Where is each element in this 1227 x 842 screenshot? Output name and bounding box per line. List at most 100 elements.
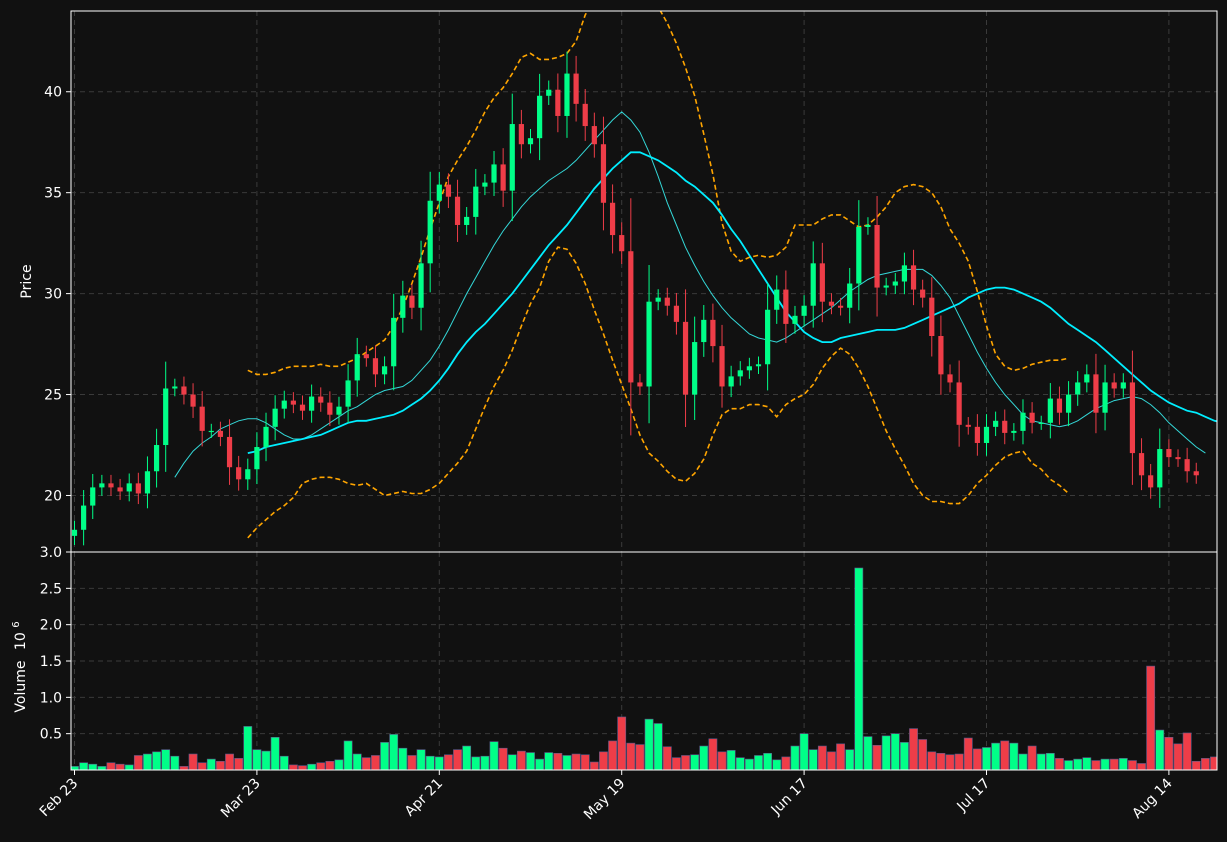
volume-bar — [1109, 758, 1119, 770]
volume-bar — [352, 753, 362, 770]
price-tick-label: 20 — [44, 488, 62, 504]
volume-bar — [1128, 760, 1137, 770]
candle-body — [299, 404, 306, 411]
volume-axis-label-text: Volume — [13, 661, 29, 713]
volume-bar — [261, 750, 271, 770]
volume-bar — [1082, 757, 1092, 770]
volume-bar — [799, 733, 809, 770]
volume-bar — [772, 759, 782, 770]
candle-body — [482, 182, 488, 187]
volume-bar — [544, 752, 554, 770]
volume-bar — [206, 758, 216, 770]
candle-body — [874, 224, 880, 288]
candle-body — [126, 483, 132, 492]
candle-body — [135, 483, 141, 494]
candle-body — [746, 366, 752, 371]
price-tick-label: 30 — [44, 287, 62, 303]
volume-bar — [991, 742, 1001, 770]
candle-body — [454, 196, 461, 225]
candle-body — [418, 263, 424, 308]
volume-bar — [972, 748, 982, 770]
candle-body — [1175, 457, 1181, 460]
candle-body — [947, 374, 953, 383]
candle-body — [190, 394, 196, 407]
candle-body — [883, 285, 889, 288]
volume-bar — [516, 750, 526, 770]
candle-body — [537, 95, 543, 139]
candle-body — [1084, 374, 1090, 383]
candle-body — [1011, 430, 1017, 433]
volume-bar — [790, 745, 800, 770]
volume-bar — [115, 763, 125, 770]
candle-body — [655, 297, 661, 302]
volume-bar — [407, 755, 417, 770]
candle-body — [199, 406, 205, 431]
volume-tick-label: 2.5 — [40, 581, 62, 597]
volume-bar — [526, 752, 535, 770]
candle-body — [1138, 453, 1145, 476]
volume-bar — [106, 762, 116, 770]
volume-bar — [681, 755, 690, 770]
volume-bar — [252, 749, 262, 770]
volume-bar — [608, 740, 617, 770]
bollinger-bands — [247, 11, 1070, 539]
candle-body — [153, 445, 160, 472]
candle-body — [847, 283, 853, 308]
volume-bar — [735, 757, 745, 770]
candle-body — [345, 380, 351, 407]
volume-bar — [88, 763, 98, 770]
candle-body — [436, 184, 442, 201]
volume-bar — [398, 747, 408, 770]
candle-body — [1075, 382, 1081, 395]
candle-body — [363, 354, 369, 359]
candle-body — [1193, 471, 1199, 476]
candle-body — [1129, 382, 1136, 454]
volume-tick-label: 1.0 — [40, 690, 62, 706]
candle-body — [108, 483, 114, 488]
candle-body — [309, 396, 315, 411]
candle-body — [755, 364, 762, 367]
candle-body — [81, 505, 87, 530]
candle-body — [591, 126, 597, 145]
candle-body — [473, 186, 479, 217]
candle-body — [318, 396, 324, 403]
volume-bar — [1018, 753, 1028, 770]
candle-body — [555, 89, 561, 116]
candle-body — [509, 124, 515, 191]
volume-y-ticks: 0.5 1.0 1.5 2.0 2.5 3.0 — [40, 545, 71, 743]
volume-bar — [507, 754, 517, 770]
volume-axis-label-power: 6 — [11, 621, 22, 627]
candle-body — [327, 402, 333, 415]
candle-body — [564, 73, 570, 116]
candle-body — [117, 487, 123, 492]
candle-body — [546, 89, 552, 96]
volume-bar — [489, 741, 499, 770]
candle-body — [217, 430, 224, 437]
candle-body — [1184, 459, 1190, 472]
candle-body — [819, 263, 825, 302]
volume-bar — [1027, 745, 1037, 770]
volume-bar — [909, 728, 918, 770]
price-y-ticks: 20 25 30 35 40 — [44, 85, 71, 504]
volume-bar — [690, 754, 700, 770]
volume-panel-frame — [70, 551, 1218, 771]
volume-bar — [982, 747, 991, 770]
candle-body — [865, 224, 871, 227]
candle-body — [801, 305, 807, 316]
volume-bar — [97, 766, 107, 770]
candle-body — [974, 426, 980, 443]
candle-body — [901, 265, 908, 282]
candle-body — [956, 382, 962, 425]
candle-body — [1111, 382, 1117, 389]
candle-body — [692, 342, 698, 395]
volume-bar — [1100, 758, 1110, 770]
candle-body — [582, 103, 588, 127]
volume-bar — [1064, 760, 1073, 770]
candle-body — [728, 376, 734, 387]
candle-body — [290, 400, 296, 405]
candle-body — [236, 467, 242, 480]
volume-bar — [288, 764, 298, 770]
volume-bar — [1182, 732, 1192, 770]
volume-bar — [553, 752, 563, 770]
